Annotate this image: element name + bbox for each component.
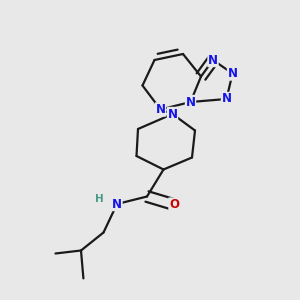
Text: N: N [208,53,218,67]
Text: O: O [169,198,179,211]
Text: N: N [167,107,178,121]
Text: H: H [95,194,104,204]
Text: N: N [155,103,166,116]
Text: N: N [227,67,238,80]
Text: N: N [112,197,122,211]
Text: N: N [221,92,232,106]
Text: N: N [185,95,196,109]
